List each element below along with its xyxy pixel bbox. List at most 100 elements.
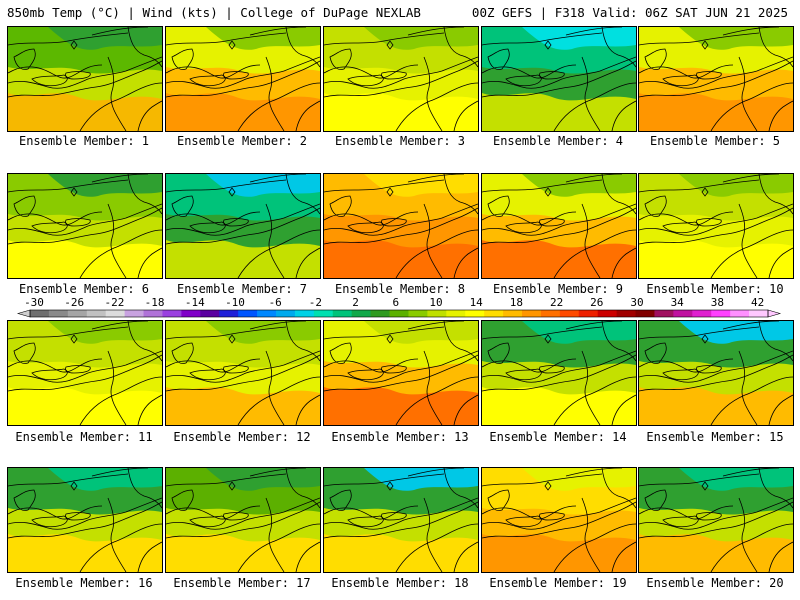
- colorbar-swatch: [162, 310, 182, 317]
- colorbar-swatch: [276, 310, 296, 317]
- panel-caption: Ensemble Member: 5: [649, 134, 781, 148]
- temperature-map: [166, 27, 320, 131]
- temperature-map: [639, 174, 793, 278]
- ensemble-panel: [638, 26, 794, 132]
- temperature-map: [324, 174, 478, 278]
- colorbar-swatch: [143, 310, 163, 317]
- colorbar-swatch: [654, 310, 674, 317]
- colorbar-tick-label: 22: [549, 296, 564, 309]
- panel-caption: Ensemble Member: 1: [18, 134, 150, 148]
- panel-caption: Ensemble Member: 12: [173, 430, 311, 444]
- panel-caption: Ensemble Member: 18: [331, 576, 469, 590]
- ensemble-panel: [323, 320, 479, 426]
- temperature-map: [482, 27, 636, 131]
- ensemble-panel: [481, 320, 637, 426]
- colorbar-swatch: [692, 310, 712, 317]
- colorbar-swatch: [673, 310, 693, 317]
- temperature-map: [639, 27, 793, 131]
- run-valid-time: 00Z GEFS | F318 Valid: 06Z SAT JUN 21 20…: [471, 5, 788, 20]
- ensemble-panel: [481, 467, 637, 573]
- ensemble-panel: [638, 467, 794, 573]
- panel-caption: Ensemble Member: 6: [18, 282, 150, 296]
- colorbar-swatch: [730, 310, 750, 317]
- colorbar-swatch: [181, 310, 201, 317]
- temperature-map: [8, 27, 162, 131]
- colorbar-swatch: [313, 310, 334, 317]
- panel-caption: Ensemble Member: 11: [15, 430, 153, 444]
- temperature-map: [166, 468, 320, 572]
- colorbar-low-arrow: [16, 309, 31, 318]
- colorbar-swatch: [408, 310, 428, 317]
- panel-caption: Ensemble Member: 3: [334, 134, 466, 148]
- panel-caption: Ensemble Member: 8: [334, 282, 466, 296]
- ensemble-panel: [7, 467, 163, 573]
- colorbar-tick-label: -14: [184, 296, 205, 309]
- colorbar-swatch: [332, 310, 353, 317]
- colorbar-swatch: [465, 310, 485, 317]
- colorbar-swatch: [370, 310, 391, 317]
- ensemble-panel: [481, 26, 637, 132]
- colorbar-swatch: [484, 310, 504, 317]
- colorbar-tick-label: -6: [268, 296, 282, 309]
- colorbar-tick-label: -2: [308, 296, 323, 309]
- colorbar-swatch: [238, 310, 258, 317]
- colorbar-swatch: [30, 310, 50, 317]
- ensemble-panel: [165, 26, 321, 132]
- ensemble-panel: [165, 320, 321, 426]
- temperature-map: [639, 321, 793, 425]
- temperature-map: [324, 27, 478, 131]
- colorbar-swatch: [597, 310, 618, 317]
- panel-caption: Ensemble Member: 4: [492, 134, 624, 148]
- panel-caption: Ensemble Member: 2: [176, 134, 308, 148]
- colorbar-swatch: [616, 310, 637, 317]
- colorbar-swatch: [200, 310, 220, 317]
- colorbar-tick-label: 18: [509, 296, 524, 309]
- colorbar-swatch: [389, 310, 409, 317]
- chart-title: 850mb Temp (°C) | Wind (kts) | College o…: [7, 5, 421, 20]
- temperature-map: [8, 468, 162, 572]
- ensemble-panel: [638, 320, 794, 426]
- colorbar-swatch: [578, 310, 599, 317]
- colorbar-tick-label: 38: [710, 296, 725, 309]
- temperature-map: [166, 321, 320, 425]
- colorbar-swatch: [48, 310, 69, 317]
- colorbar-swatch: [351, 310, 372, 317]
- ensemble-panel: [7, 173, 163, 279]
- colorbar-tick-label: 10: [429, 296, 443, 309]
- colorbar-swatch: [540, 310, 561, 317]
- colorbar-tick-label: 34: [670, 296, 684, 309]
- ensemble-panel: [7, 320, 163, 426]
- ensemble-panel: [323, 26, 479, 132]
- temperature-colorbar: [16, 309, 782, 318]
- temperature-map: [324, 321, 478, 425]
- colorbar-swatch: [635, 310, 655, 317]
- ensemble-panel: [7, 26, 163, 132]
- colorbar-swatch: [711, 310, 731, 317]
- panel-caption: Ensemble Member: 7: [176, 282, 308, 296]
- panel-caption: Ensemble Member: 10: [646, 282, 784, 296]
- temperature-map: [8, 321, 162, 425]
- panel-caption: Ensemble Member: 16: [15, 576, 153, 590]
- temperature-map: [324, 468, 478, 572]
- temperature-map: [482, 321, 636, 425]
- temperature-map: [639, 468, 793, 572]
- colorbar-tick-label: 2: [352, 296, 359, 309]
- colorbar-tick-label: -30: [24, 296, 44, 309]
- colorbar-swatch: [294, 310, 315, 317]
- colorbar-tick-label: 26: [590, 296, 604, 309]
- colorbar-high-arrow: [767, 309, 782, 318]
- temperature-map: [482, 468, 636, 572]
- panel-caption: Ensemble Member: 13: [331, 430, 469, 444]
- panel-caption: Ensemble Member: 19: [489, 576, 627, 590]
- colorbar-swatch: [446, 310, 466, 317]
- colorbar-tick-label: -18: [144, 296, 165, 309]
- colorbar-swatch: [86, 310, 107, 317]
- panel-caption: Ensemble Member: 17: [173, 576, 311, 590]
- colorbar-tick-label: 6: [392, 296, 400, 309]
- colorbar-swatch: [219, 310, 239, 317]
- colorbar-tick-label: -22: [104, 296, 125, 309]
- colorbar-swatch: [559, 310, 580, 317]
- colorbar-swatch: [124, 310, 145, 317]
- temperature-map: [166, 174, 320, 278]
- panel-caption: Ensemble Member: 15: [646, 430, 784, 444]
